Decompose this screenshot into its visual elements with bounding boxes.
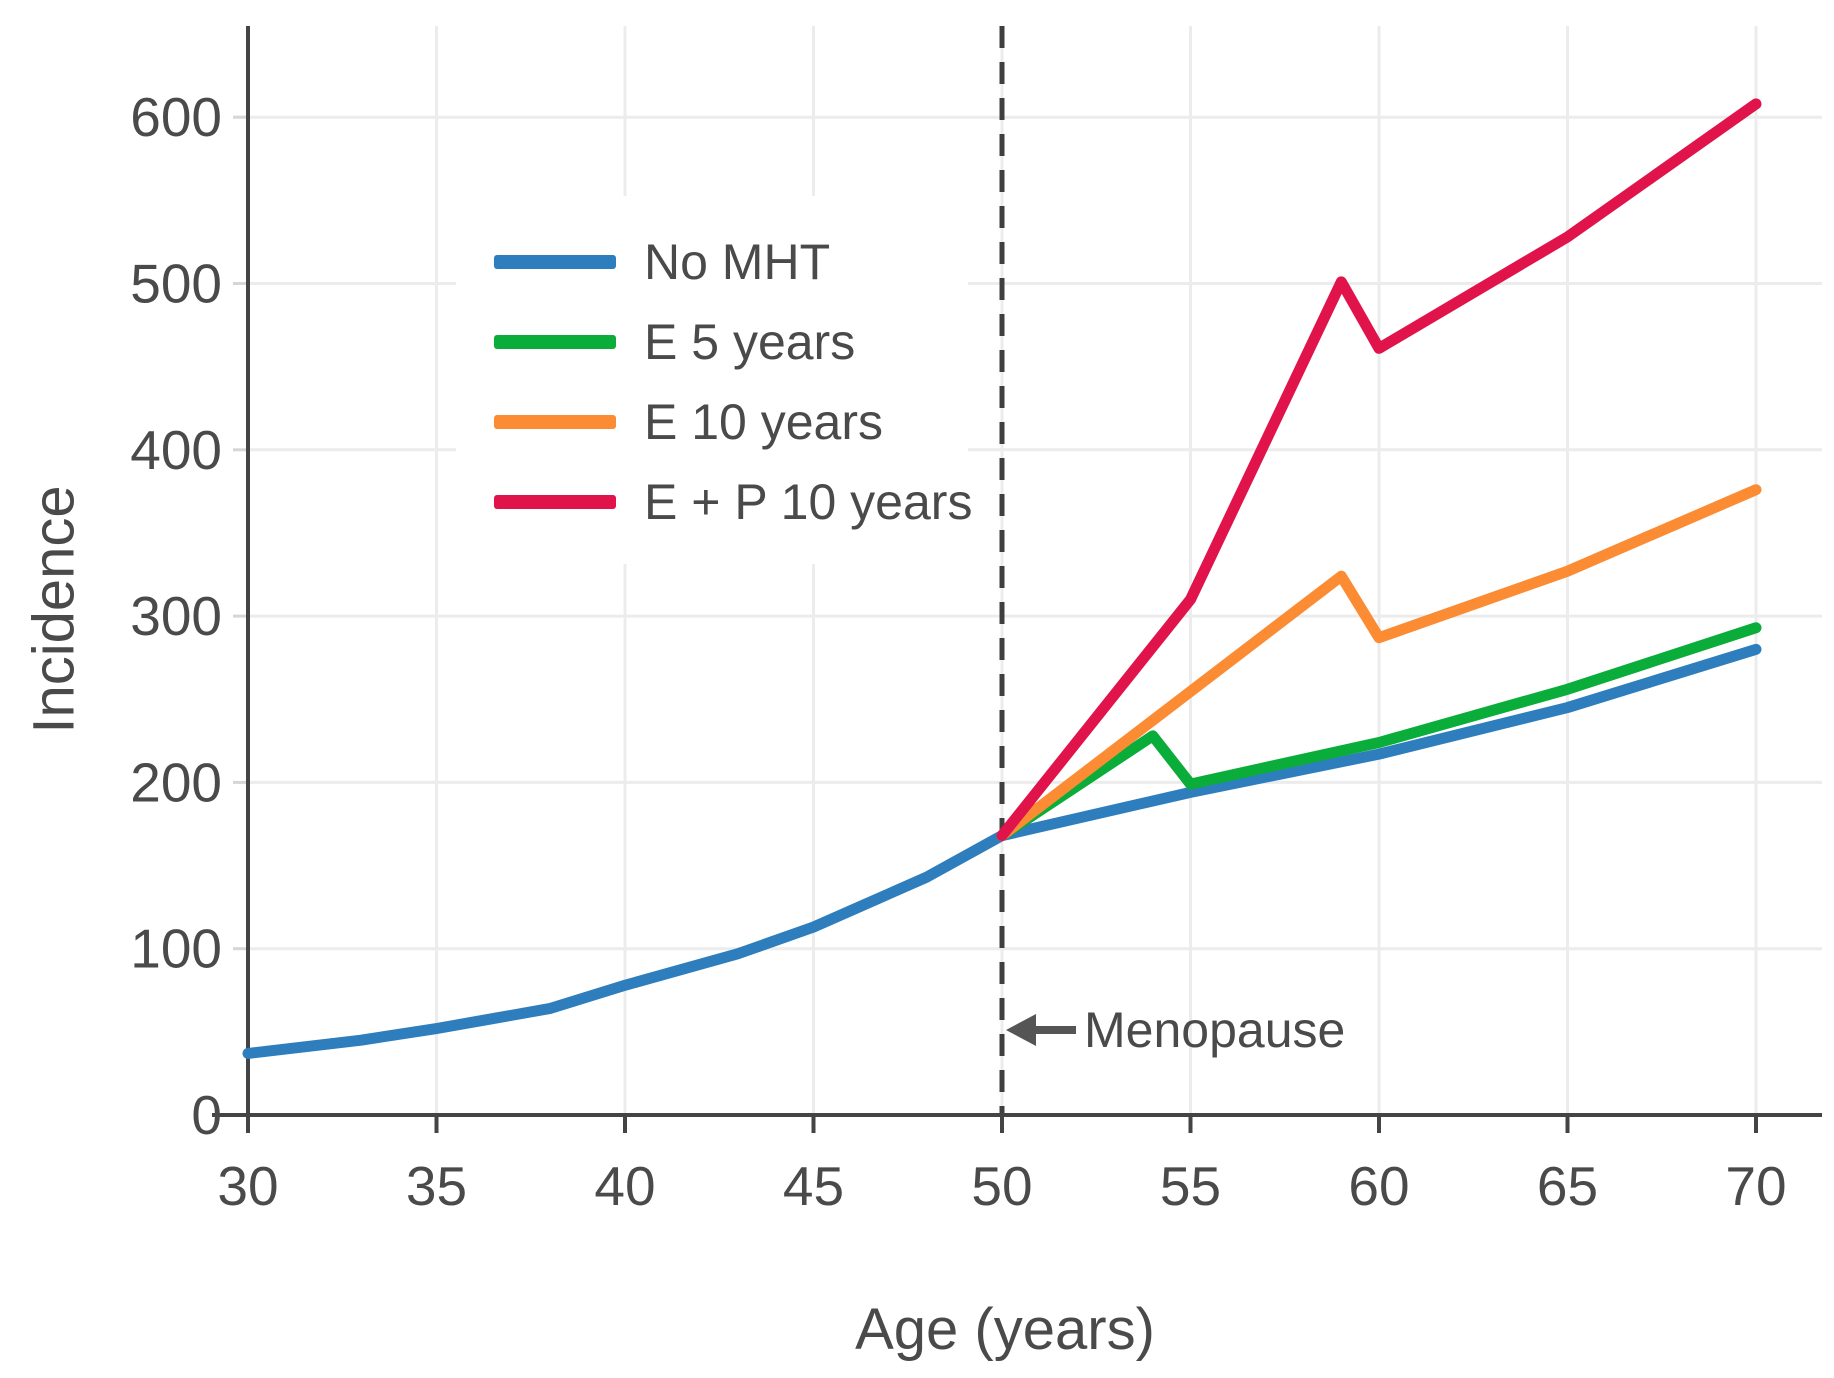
legend-label-ep10: E + P 10 years <box>644 474 973 530</box>
legend-label-e10: E 10 years <box>644 394 884 450</box>
legend-item-e5: E 5 years <box>456 302 968 382</box>
svg-text:400: 400 <box>130 419 222 481</box>
svg-text:30: 30 <box>217 1155 278 1217</box>
legend-item-ep10: E + P 10 years <box>456 462 972 542</box>
legend-label-e5: E 5 years <box>644 314 856 370</box>
svg-text:0: 0 <box>191 1084 222 1146</box>
legend-item-no-mht: No MHT <box>456 222 968 302</box>
svg-text:50: 50 <box>971 1155 1032 1217</box>
svg-text:40: 40 <box>594 1155 655 1217</box>
legend: No MHT E 5 years E 10 years E + P 10 yea… <box>456 196 972 564</box>
legend-item-e10: E 10 years <box>456 382 968 462</box>
svg-text:35: 35 <box>406 1155 467 1217</box>
left-arrow-icon <box>1006 1014 1076 1046</box>
svg-text:100: 100 <box>130 918 222 980</box>
svg-text:70: 70 <box>1725 1155 1786 1217</box>
svg-text:55: 55 <box>1160 1155 1221 1217</box>
legend-swatch-no-mht <box>494 255 616 269</box>
svg-text:65: 65 <box>1537 1155 1598 1217</box>
legend-swatch-ep10 <box>494 495 616 509</box>
menopause-label: Menopause <box>1084 1002 1346 1058</box>
svg-text:600: 600 <box>130 86 222 148</box>
y-axis-title: Incidence <box>21 485 87 734</box>
svg-text:500: 500 <box>130 253 222 315</box>
legend-swatch-e10 <box>494 415 616 429</box>
svg-text:60: 60 <box>1348 1155 1409 1217</box>
svg-text:200: 200 <box>130 751 222 813</box>
legend-swatch-e5 <box>494 335 616 349</box>
svg-text:300: 300 <box>130 585 222 647</box>
svg-text:45: 45 <box>783 1155 844 1217</box>
legend-label-no-mht: No MHT <box>644 234 831 290</box>
x-axis-title: Age (years) <box>855 1297 1155 1362</box>
menopause-annotation: Menopause <box>1006 1001 1345 1059</box>
